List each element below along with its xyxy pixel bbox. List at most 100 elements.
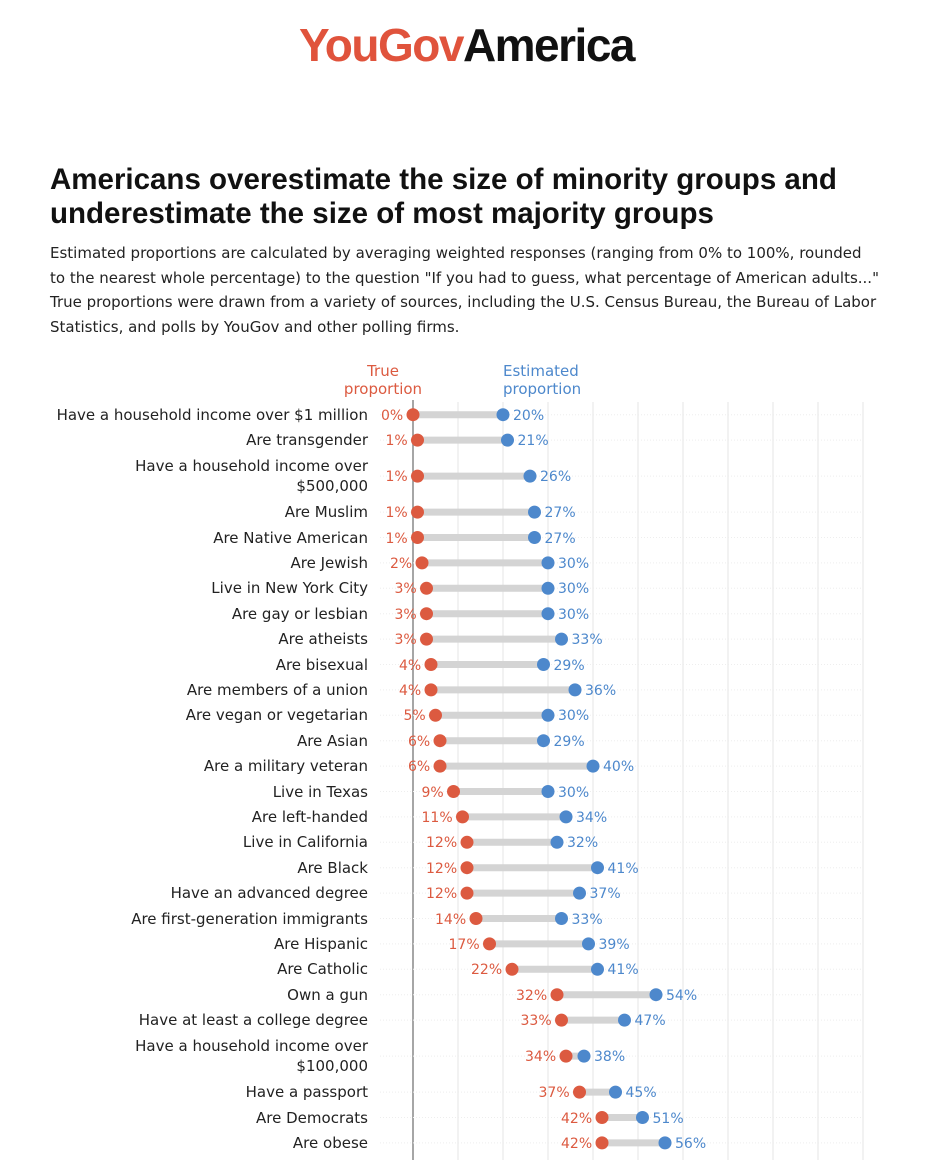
value-label: 30% [558, 555, 590, 572]
legend-label: Estimated proportion [503, 362, 582, 398]
logo: YouGovAmerica [0, 18, 933, 72]
dot [586, 759, 600, 773]
dot [573, 1085, 586, 1099]
value-label: 37% [538, 1085, 570, 1102]
value-label: 1% [385, 505, 408, 522]
value-label: 3% [394, 581, 417, 598]
value-label: 41% [607, 860, 639, 877]
dot [411, 469, 424, 483]
category-label: Live in Texas [272, 782, 368, 801]
value-label: 12% [426, 860, 458, 877]
value-label: 56% [675, 1135, 707, 1152]
value-label: 38% [594, 1049, 626, 1066]
value-label: 54% [666, 987, 698, 1004]
category-label: Have a household income over $1 million [56, 405, 368, 424]
dot [550, 835, 564, 849]
dot [528, 505, 541, 519]
dot [420, 581, 433, 595]
value-label: 36% [585, 682, 617, 699]
dot [559, 810, 573, 824]
value-label: 37% [589, 886, 621, 903]
category-label: Are transgender [246, 431, 368, 450]
value-label: 12% [426, 886, 458, 903]
dot [658, 1136, 672, 1150]
value-label: 51% [652, 1110, 684, 1127]
category-label: Are gay or lesbian [231, 604, 368, 623]
category-label: Are bisexual [275, 655, 368, 674]
dot [541, 581, 555, 595]
category-label: Are a military veteran [203, 757, 368, 776]
value-label: 1% [385, 530, 408, 547]
value-label: 2% [390, 555, 413, 572]
dot [460, 886, 474, 900]
value-label: 17% [448, 936, 480, 953]
dot [501, 433, 514, 447]
value-label: 26% [540, 469, 572, 486]
value-label: 14% [435, 911, 467, 928]
dot [541, 607, 555, 621]
dot [460, 861, 474, 875]
category-label: Are Hispanic [274, 934, 368, 953]
dot [447, 785, 460, 798]
value-label: 0% [381, 407, 404, 424]
dot [537, 734, 550, 748]
value-label: 20% [513, 407, 545, 424]
category-label: Have an advanced degree [170, 884, 368, 903]
value-label: 4% [399, 682, 422, 699]
dot [555, 1013, 568, 1027]
dot [456, 810, 469, 824]
value-label: 47% [634, 1013, 666, 1030]
dot [559, 1049, 573, 1063]
category-label: Are Native American [213, 528, 368, 547]
value-label: 39% [598, 936, 630, 953]
category-label: Are atheists [278, 630, 368, 649]
value-label: 3% [394, 632, 417, 649]
value-label: 4% [399, 657, 422, 674]
dot [424, 658, 438, 671]
dot [528, 531, 541, 544]
category-label: Are members of a union [186, 680, 368, 699]
logo-part: America [462, 19, 636, 71]
value-label: 34% [576, 809, 608, 826]
dot [411, 531, 424, 544]
category-label: Are Democrats [256, 1108, 368, 1127]
value-label: 41% [607, 962, 639, 979]
value-label: 9% [421, 784, 444, 801]
dot [541, 708, 555, 722]
category-label: Are Muslim [284, 503, 368, 522]
value-label: 1% [385, 469, 408, 486]
value-label: 32% [567, 835, 599, 852]
dot [415, 556, 429, 570]
value-label: 30% [558, 606, 590, 623]
value-label: 30% [558, 784, 590, 801]
value-label: 5% [403, 708, 426, 725]
value-label: 1% [385, 433, 408, 450]
value-label: 45% [625, 1085, 657, 1102]
dot [411, 505, 424, 519]
dot [591, 861, 604, 875]
category-label: Are Jewish [290, 553, 368, 572]
category-label: Are Asian [296, 731, 368, 750]
value-label: 29% [553, 657, 585, 674]
dot [582, 937, 595, 951]
value-label: 40% [603, 759, 635, 776]
dot [420, 632, 433, 646]
value-label: 11% [421, 809, 453, 826]
dot [505, 962, 519, 976]
category-label: Are Black [297, 858, 368, 877]
value-label: 6% [408, 759, 431, 776]
dot [550, 988, 564, 1002]
dot [433, 759, 447, 773]
value-label: 33% [571, 911, 603, 928]
dot [523, 469, 537, 483]
value-label: 27% [544, 530, 576, 547]
value-label: 32% [516, 987, 548, 1004]
value-label: 42% [561, 1135, 593, 1152]
dot [555, 632, 568, 646]
dot [568, 683, 582, 697]
dot [609, 1085, 622, 1099]
category-label: Are first-generation immigrants [131, 909, 368, 928]
value-label: 33% [571, 632, 603, 649]
dot [429, 708, 442, 722]
